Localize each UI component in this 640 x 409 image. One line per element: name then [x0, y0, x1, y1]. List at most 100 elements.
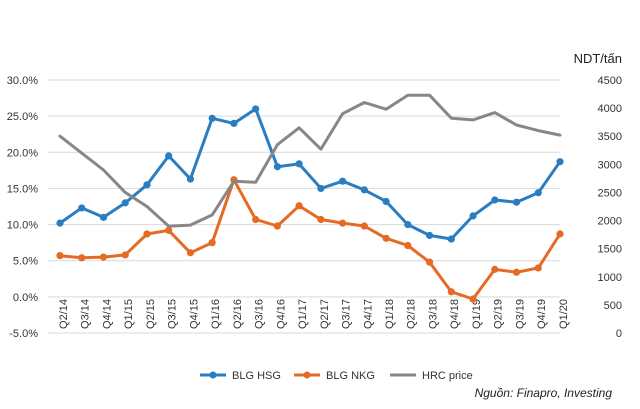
- legend-label-hrc-price: HRC price: [422, 370, 473, 382]
- data-point-blg-hsg: [230, 119, 238, 127]
- right-tick-label: 1000: [598, 272, 622, 284]
- series-line-blg-hsg: [58, 107, 562, 241]
- data-point-blg-nkg: [186, 249, 195, 257]
- right-tick-label: 0: [616, 328, 622, 340]
- series-hrc-price: [58, 93, 562, 228]
- legend: BLG HSG BLG NKG HRC price: [200, 370, 473, 382]
- x-tick-label: Q3/17: [341, 299, 353, 329]
- data-point-blg-nkg: [491, 265, 499, 273]
- data-point-blg-nkg: [165, 226, 173, 234]
- data-point-blg-hsg: [121, 199, 129, 207]
- right-tick-label: 500: [604, 300, 622, 312]
- x-tick-label: Q2/17: [319, 299, 331, 329]
- left-tick-label: 5.0%: [13, 256, 38, 268]
- right-axis-unit-label: NDT/tấn: [574, 51, 622, 66]
- x-tick-label: Q3/16: [254, 299, 266, 329]
- data-point-blg-nkg: [56, 252, 64, 260]
- x-tick-label: Q1/19: [471, 299, 483, 329]
- x-tick-label: Q1/18: [384, 299, 396, 329]
- x-tick-label: Q2/15: [145, 299, 157, 329]
- x-tick-label: Q4/18: [449, 299, 461, 329]
- x-tick-label: Q3/19: [514, 299, 526, 329]
- legend-item-hrc-price: HRC price: [390, 370, 473, 382]
- x-tick-label: Q3/18: [427, 299, 439, 329]
- legend-label-blg-hsg: BLG HSG: [232, 370, 281, 382]
- x-tick-label: Q4/16: [275, 299, 287, 329]
- data-point-blg-hsg: [143, 181, 151, 189]
- data-point-blg-nkg: [317, 215, 325, 224]
- x-tick-label: Q4/14: [101, 299, 113, 329]
- gridlines: [48, 79, 560, 334]
- data-point-blg-hsg: [404, 220, 412, 229]
- data-point-blg-hsg: [556, 158, 564, 166]
- series-line-hrc-price: [58, 93, 562, 228]
- data-point-blg-nkg: [425, 258, 434, 266]
- data-point-blg-hsg: [360, 186, 368, 194]
- x-tick-label: Q2/16: [232, 299, 244, 329]
- data-point-blg-hsg: [165, 152, 173, 160]
- data-point-blg-nkg: [447, 288, 455, 296]
- data-point-blg-nkg: [121, 251, 129, 259]
- data-point-blg-hsg: [99, 213, 108, 221]
- x-tick-label: Q1/16: [210, 299, 222, 329]
- x-tick-label: Q3/14: [80, 299, 92, 329]
- data-point-blg-hsg: [534, 189, 542, 197]
- right-axis-ticks: 0 500 1000 1500 2000 2500 3000 3500 4000 4500: [598, 75, 622, 340]
- x-tick-label: Q1/20: [558, 299, 570, 329]
- right-tick-label: 1500: [598, 244, 622, 256]
- data-point-blg-nkg: [556, 230, 564, 238]
- left-tick-label: 15.0%: [7, 183, 38, 195]
- data-point-blg-nkg: [143, 230, 151, 238]
- data-point-blg-hsg: [273, 163, 281, 171]
- data-point-blg-hsg: [425, 231, 434, 240]
- data-point-blg-nkg: [404, 241, 412, 250]
- right-tick-label: 4500: [598, 75, 622, 87]
- right-tick-label: 2000: [598, 216, 622, 228]
- legend-item-blg-nkg: BLG NKG: [294, 370, 375, 382]
- data-point-blg-hsg: [382, 197, 390, 206]
- data-point-blg-hsg: [491, 196, 499, 204]
- x-tick-label: Q2/18: [406, 299, 418, 329]
- legend-marker-blg-nkg: [303, 371, 311, 379]
- data-point-blg-hsg: [78, 204, 86, 212]
- x-tick-label: Q2/19: [493, 299, 505, 329]
- left-tick-label: 0.0%: [13, 292, 38, 304]
- legend-label-blg-nkg: BLG NKG: [326, 370, 375, 382]
- data-point-blg-hsg: [339, 177, 347, 185]
- x-tick-label: Q3/15: [167, 299, 179, 329]
- data-point-blg-nkg: [360, 222, 368, 230]
- data-point-blg-hsg: [186, 175, 195, 183]
- x-tick-label: Q2/14: [58, 299, 70, 329]
- data-point-blg-hsg: [56, 219, 64, 227]
- left-axis-ticks: -5.0% 0.0% 5.0% 10.0% 15.0% 20.0% 25.0% 30.0%: [7, 75, 38, 340]
- x-tick-label: Q4/17: [362, 299, 374, 329]
- series-blg-nkg: [56, 176, 564, 303]
- legend-item-blg-hsg: BLG HSG: [200, 370, 281, 382]
- x-tick-label: Q4/15: [188, 299, 200, 329]
- series-layer: [56, 93, 564, 303]
- data-point-blg-hsg: [208, 114, 216, 122]
- data-point-blg-nkg: [382, 234, 390, 242]
- legend-marker-blg-hsg: [209, 371, 217, 379]
- right-tick-label: 3000: [598, 159, 622, 171]
- data-point-blg-nkg: [295, 202, 303, 210]
- x-tick-label: Q1/15: [123, 299, 135, 329]
- data-point-blg-nkg: [208, 239, 216, 247]
- data-point-blg-hsg: [295, 160, 303, 168]
- left-tick-label: 25.0%: [7, 111, 38, 123]
- data-point-blg-nkg: [512, 268, 521, 276]
- data-point-blg-hsg: [469, 212, 477, 220]
- data-point-blg-nkg: [78, 254, 86, 262]
- x-tick-label: Q1/17: [297, 299, 309, 329]
- right-tick-label: 3500: [598, 131, 622, 143]
- data-point-blg-hsg: [447, 235, 455, 243]
- data-point-blg-nkg: [339, 219, 347, 227]
- data-point-blg-hsg: [512, 198, 521, 206]
- left-tick-label: 10.0%: [7, 220, 38, 232]
- right-tick-label: 2500: [598, 187, 622, 199]
- data-point-blg-hsg: [252, 105, 260, 113]
- source-note: Nguồn: Finapro, Investing: [475, 386, 613, 400]
- series-line-blg-nkg: [58, 178, 562, 301]
- x-tick-label: Q4/19: [536, 299, 548, 329]
